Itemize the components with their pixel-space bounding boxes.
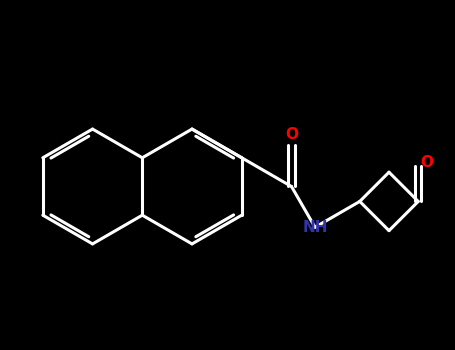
Text: O: O bbox=[285, 127, 298, 142]
Text: NH: NH bbox=[302, 220, 328, 235]
Text: O: O bbox=[420, 155, 433, 170]
